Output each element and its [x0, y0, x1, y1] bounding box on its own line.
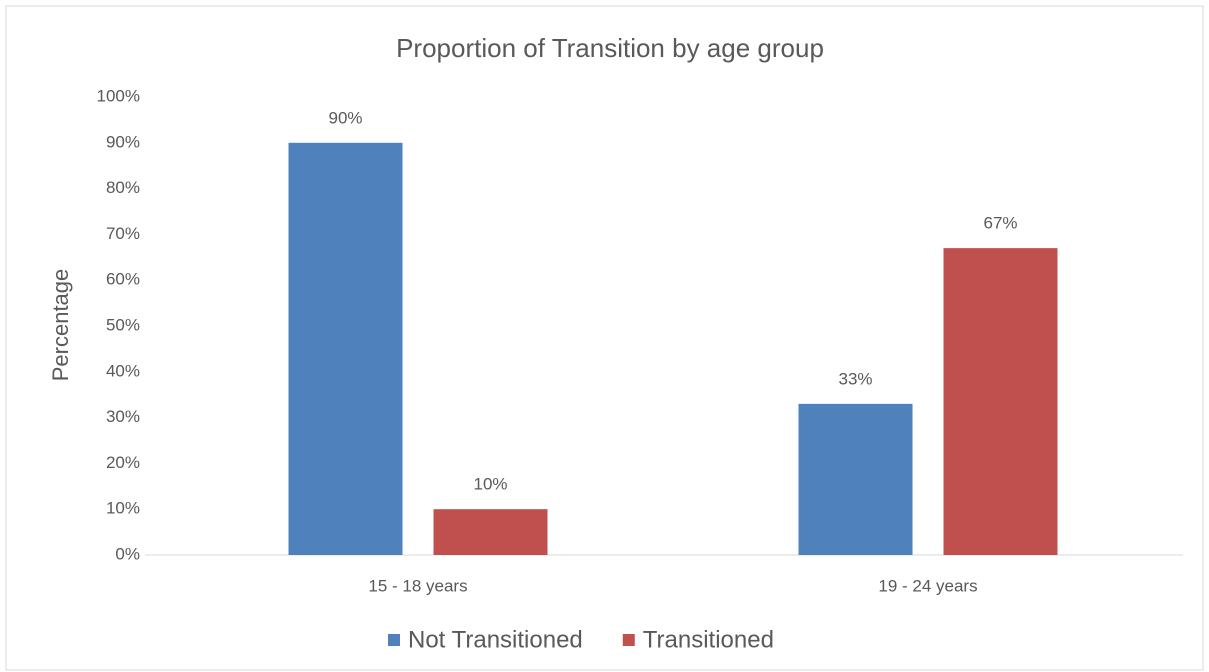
bar — [288, 142, 403, 556]
y-tick-label: 100% — [97, 86, 140, 105]
y-tick-label: 70% — [106, 224, 140, 243]
y-axis-label: Percentage — [48, 269, 73, 382]
y-tick-label: 20% — [106, 453, 140, 472]
y-tick-label: 40% — [106, 361, 140, 380]
y-tick-label: 30% — [106, 407, 140, 426]
bar — [943, 248, 1058, 555]
x-tick-label: 19 - 24 years — [878, 576, 977, 595]
y-tick-label: 50% — [106, 315, 140, 334]
legend-label: Not Transitioned — [408, 626, 583, 653]
value-label: 90% — [328, 108, 362, 127]
y-tick-label: 80% — [106, 178, 140, 197]
value-label: 10% — [473, 475, 507, 494]
legend-swatch — [622, 634, 635, 646]
bar — [798, 403, 913, 555]
legend-swatch — [388, 634, 400, 646]
y-tick-label: 60% — [106, 270, 140, 289]
legend-label: Transitioned — [643, 626, 774, 653]
y-tick-label: 90% — [106, 132, 140, 151]
value-label: 67% — [983, 214, 1017, 233]
y-tick-label: 0% — [115, 544, 140, 563]
value-label: 33% — [838, 369, 872, 388]
x-tick-label: 15 - 18 years — [368, 576, 467, 595]
bar — [433, 509, 548, 555]
y-tick-label: 10% — [106, 499, 140, 518]
chart-title: Proportion of Transition by age group — [396, 33, 824, 63]
